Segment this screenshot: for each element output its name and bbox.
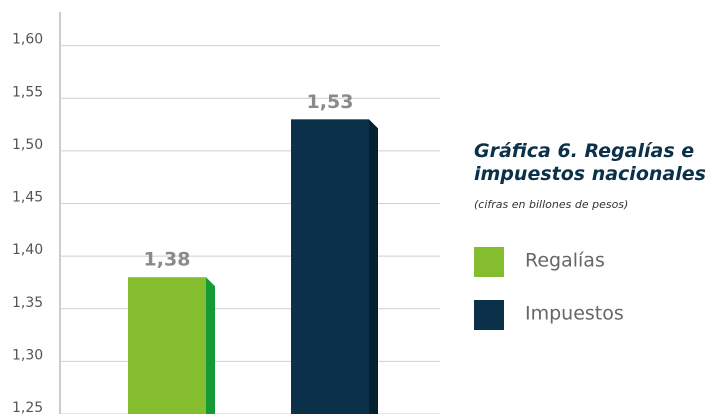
value-label: 1,38 (144, 249, 191, 271)
value-label: 1,53 (307, 91, 354, 113)
y-tick-label: 1,35 (12, 295, 43, 311)
bar (291, 119, 369, 414)
y-tick-label: 1,45 (12, 190, 43, 206)
legend-label: Regalías (525, 250, 605, 272)
y-tick-label: 1,30 (12, 347, 43, 363)
y-tick-label: 1,40 (12, 242, 43, 258)
y-tick-label: 1,55 (12, 84, 43, 100)
bar-side (206, 277, 215, 414)
chart-subtitle: (cifras en billones de pesos) (474, 198, 629, 211)
bar-side (369, 119, 378, 414)
y-tick-label: 1,25 (12, 400, 43, 414)
legend-swatch (474, 300, 504, 330)
bar (128, 277, 206, 414)
chart-title: Gráfica 6. Regalías e impuestos nacional… (474, 140, 706, 185)
y-tick-label: 1,60 (12, 32, 43, 48)
legend-label: Impuestos (525, 303, 624, 325)
legend-swatch (474, 247, 504, 277)
y-tick-label: 1,50 (12, 137, 43, 153)
